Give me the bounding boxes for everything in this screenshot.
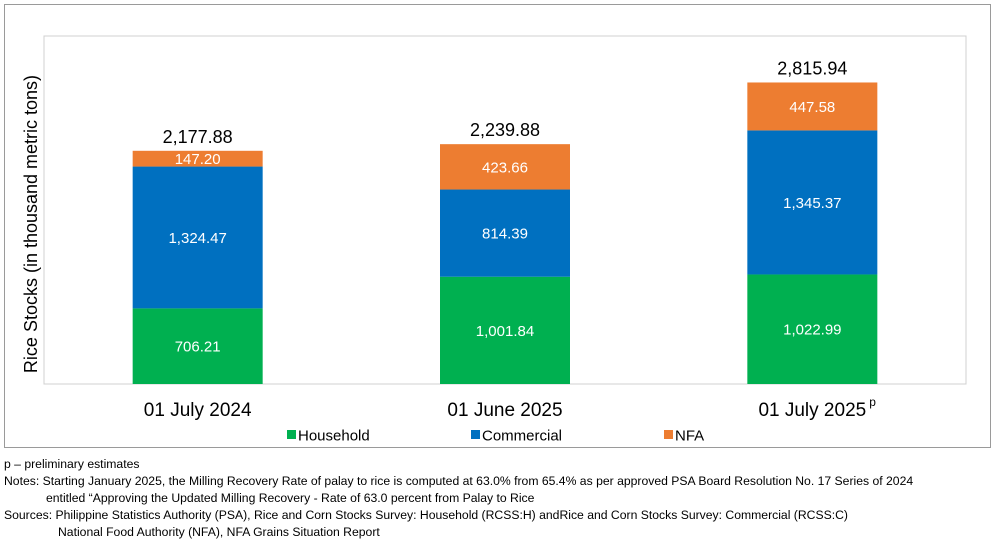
data-label-commercial-2: 814.39: [482, 226, 528, 243]
data-label-nfa-1: 147.20: [175, 151, 221, 168]
total-label-3: 2,815.94: [777, 58, 847, 78]
category-label-2: 01 June 2025: [447, 400, 562, 421]
data-label-nfa-2: 423.66: [482, 159, 528, 176]
bar-commercial-3: [747, 130, 878, 275]
legend-label-household: Household: [298, 428, 370, 445]
notes-block: p – preliminary estimates Notes: Startin…: [4, 456, 992, 541]
preliminary-note: p – preliminary estimates: [4, 457, 140, 471]
data-label-nfa-3: 447.58: [789, 99, 835, 116]
legend-swatch-household: [287, 430, 296, 439]
sources-line-1: Sources: Philippine Statistics Authority…: [4, 508, 848, 522]
bar-nfa-1: [132, 150, 263, 167]
bar-nfa-2: [440, 144, 570, 190]
sources-line-2: National Food Authority (NFA), NFA Grain…: [58, 525, 380, 539]
legend-label-nfa: NFA: [675, 428, 704, 445]
bar-nfa-3: [747, 82, 878, 131]
bar-household-2: [440, 276, 570, 384]
bar-commercial-1: [132, 166, 263, 309]
data-label-household-1: 706.21: [175, 339, 221, 356]
bar-household-1: [132, 308, 263, 384]
y-axis-label: Rice Stocks (in thousand metric tons): [21, 75, 41, 373]
category-label-3: 01 July 2025: [758, 400, 866, 421]
chart-frame: [4, 4, 991, 448]
legend-label-commercial: Commercial: [482, 428, 562, 445]
category-label-1: 01 July 2024: [144, 400, 252, 421]
data-label-household-2: 1,001.84: [476, 323, 534, 340]
bar-commercial-2: [440, 189, 570, 277]
category-superscript-3: p: [869, 395, 876, 409]
total-label-1: 2,177.88: [163, 127, 233, 147]
notes-line-2: entitled “Approving the Updated Milling …: [46, 491, 535, 505]
total-label-2: 2,239.88: [470, 120, 540, 140]
legend-swatch-nfa: [664, 430, 673, 439]
stacked-bar-chart: 706.21 1,324.47 147.20 2,177.88 01 July 2024…: [21, 35, 967, 445]
data-label-household-3: 1,022.99: [783, 322, 841, 339]
notes-line-1: Notes: Starting January 2025, the Millin…: [4, 474, 914, 488]
data-label-commercial-3: 1,345.37: [783, 195, 841, 212]
legend-swatch-commercial: [471, 430, 480, 439]
data-label-commercial-1: 1,324.47: [168, 230, 226, 247]
bar-household-3: [747, 274, 878, 384]
